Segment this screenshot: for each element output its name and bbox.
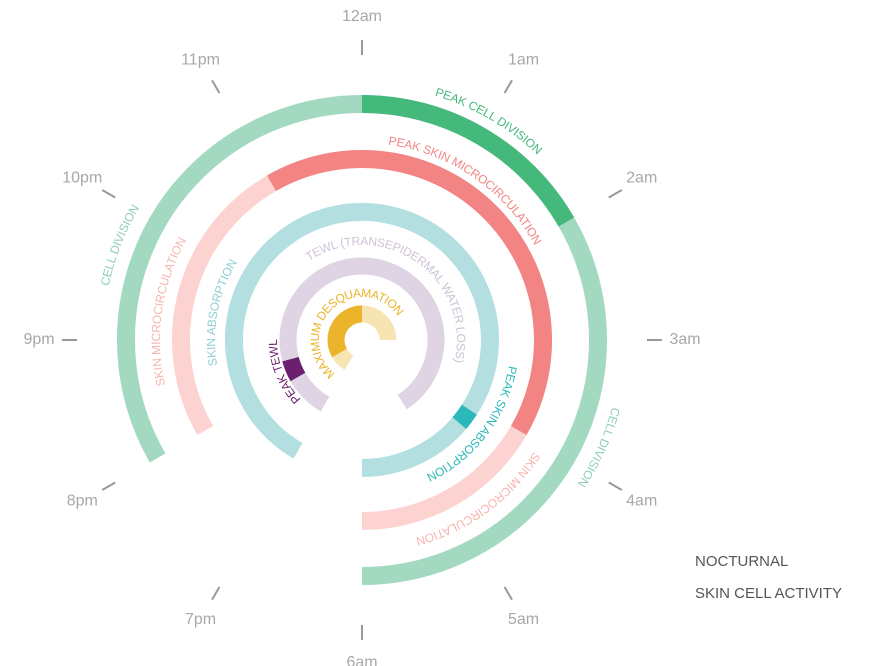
ring-arc [279,257,445,412]
arc-label: PEAK SKIN ABSORPTION [425,365,520,484]
peak-arc [267,150,552,435]
peak-arc [361,95,575,227]
peak-arc [452,404,477,429]
tick-label: 2am [626,170,657,187]
tick-mark [101,189,116,199]
tick-label: 8pm [67,493,98,510]
tick-mark [211,79,221,94]
tick-label: 1am [508,51,539,68]
peak-arc [282,356,306,382]
tick-label: 5am [508,611,539,628]
tick-mark [608,481,623,491]
tick-label: 12am [342,8,382,25]
tick-label: 3am [669,331,700,348]
tick-mark [503,586,513,601]
tick-label: 6am [346,654,377,666]
tick-label: 9pm [23,331,54,348]
tick-mark [211,586,221,601]
peak-arc [327,305,363,358]
tick-label: 7pm [185,611,216,628]
chart-title: NOCTURNAL [695,553,788,570]
tick-label: 11pm [181,51,220,68]
tick-mark [608,189,623,199]
tick-mark [101,481,116,491]
tick-label: 4am [626,493,657,510]
tick-label: 10pm [62,170,102,187]
chart-title: SKIN CELL ACTIVITY [695,585,842,602]
tick-mark [503,79,513,94]
arc-label-text: PEAK SKIN ABSORPTION [425,365,520,484]
